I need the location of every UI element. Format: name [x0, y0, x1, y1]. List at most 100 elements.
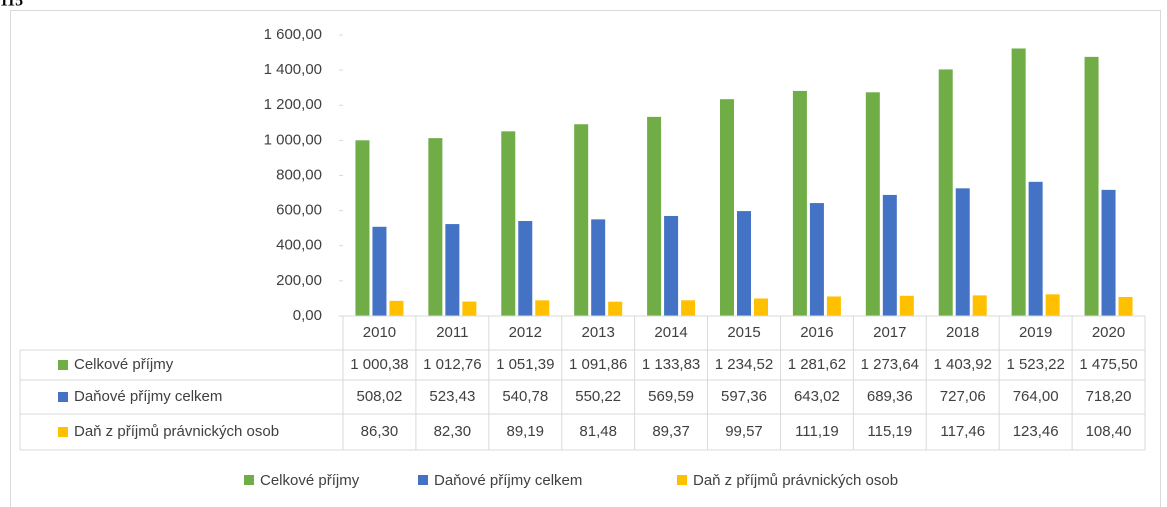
y-tick-label: 800,00 — [276, 166, 322, 183]
y-tick-label: 1 600,00 — [264, 26, 322, 43]
table-value: 1 000,38 — [350, 356, 408, 373]
table-value: 82,30 — [434, 423, 472, 440]
table-value: 540,78 — [502, 388, 548, 405]
bar — [428, 138, 443, 316]
x-tick-label: 2014 — [654, 324, 687, 341]
bar — [1084, 56, 1099, 317]
table-row-label: Celkové příjmy — [74, 356, 174, 373]
bar — [664, 215, 679, 316]
bar — [938, 69, 953, 316]
table-value: 569,59 — [648, 388, 694, 405]
page-number: 115 — [0, 0, 23, 10]
bar — [809, 203, 824, 316]
x-tick-label: 2013 — [581, 324, 614, 341]
table-value: 1 475,50 — [1079, 356, 1137, 373]
y-tick-label: 400,00 — [276, 237, 322, 254]
bar — [608, 301, 623, 316]
bar — [1028, 181, 1043, 316]
bar — [389, 300, 404, 316]
legend-key — [58, 427, 68, 437]
bar — [462, 301, 477, 316]
bar — [681, 300, 696, 316]
table-value: 89,19 — [506, 423, 544, 440]
x-tick-label: 2010 — [363, 324, 396, 341]
table-value: 81,48 — [579, 423, 617, 440]
y-tick-label: 1 200,00 — [264, 96, 322, 113]
x-tick-label: 2018 — [946, 324, 979, 341]
table-value: 597,36 — [721, 388, 767, 405]
table-value: 115,19 — [867, 423, 912, 440]
x-tick-label: 2015 — [727, 324, 760, 341]
x-tick-label: 2020 — [1092, 324, 1125, 341]
bar — [882, 194, 897, 316]
bar — [737, 211, 751, 316]
chart-border — [10, 10, 1161, 507]
table-value: 1 403,92 — [934, 356, 992, 373]
bar — [574, 124, 589, 316]
table-value: 1 523,22 — [1006, 356, 1064, 373]
bar — [591, 219, 606, 316]
y-tick-label: 1 400,00 — [264, 61, 322, 78]
table-value: 108,40 — [1086, 423, 1132, 440]
table-value: 1 273,64 — [861, 356, 919, 373]
x-tick-label: 2012 — [509, 324, 542, 341]
bar — [355, 140, 370, 316]
table-value: 1 012,76 — [423, 356, 481, 373]
bar — [972, 295, 987, 316]
x-tick-label: 2019 — [1019, 324, 1052, 341]
table-value: 123,46 — [1013, 423, 1059, 440]
bar — [1045, 294, 1060, 316]
y-tick-label: 200,00 — [276, 272, 322, 289]
bar — [720, 99, 734, 316]
table-value: 1 133,83 — [642, 356, 700, 373]
table-value: 1 051,39 — [496, 356, 554, 373]
table-value: 89,37 — [652, 423, 690, 440]
table-value: 523,43 — [429, 388, 475, 405]
legend-key — [58, 360, 68, 370]
legend-key — [58, 392, 68, 402]
bar — [445, 224, 460, 316]
table-value: 550,22 — [575, 388, 621, 405]
legend-key — [677, 475, 687, 485]
y-tick-label: 600,00 — [276, 202, 322, 219]
bar — [899, 295, 914, 316]
legend-label: Celkové příjmy — [260, 472, 360, 489]
bar — [955, 188, 970, 316]
table-row-label: Daň z příjmů právnických osob — [74, 423, 279, 440]
bar — [1101, 189, 1116, 316]
bar — [647, 116, 662, 316]
table-value: 508,02 — [357, 388, 403, 405]
legend-key — [244, 475, 254, 485]
table-value: 99,57 — [725, 423, 763, 440]
bar — [535, 300, 550, 316]
table-value: 727,06 — [940, 388, 986, 405]
legend-label: Daň z příjmů právnických osob — [693, 472, 898, 489]
table-value: 1 091,86 — [569, 356, 627, 373]
bar — [754, 298, 768, 316]
x-tick-label: 2017 — [873, 324, 906, 341]
bar — [372, 226, 387, 316]
y-tick-label: 0,00 — [293, 307, 322, 324]
y-tick-label: 1 000,00 — [264, 131, 322, 148]
table-value: 718,20 — [1086, 388, 1132, 405]
table-value: 86,30 — [361, 423, 399, 440]
table-value: 117,46 — [940, 423, 985, 440]
bar — [826, 296, 841, 316]
bar — [518, 221, 533, 316]
legend-label: Daňové příjmy celkem — [434, 472, 582, 489]
table-row-label: Daňové příjmy celkem — [74, 388, 222, 405]
table-value: 111,19 — [795, 423, 839, 440]
bar — [1011, 48, 1026, 316]
table-value: 764,00 — [1013, 388, 1059, 405]
table-value: 1 281,62 — [788, 356, 846, 373]
bar — [865, 92, 880, 316]
bar — [501, 131, 516, 316]
bar — [1118, 296, 1133, 316]
table-value: 643,02 — [794, 388, 840, 405]
x-tick-label: 2016 — [800, 324, 833, 341]
table-value: 689,36 — [867, 388, 913, 405]
x-tick-label: 2011 — [436, 324, 468, 341]
bar — [792, 90, 807, 316]
legend-key — [418, 475, 428, 485]
